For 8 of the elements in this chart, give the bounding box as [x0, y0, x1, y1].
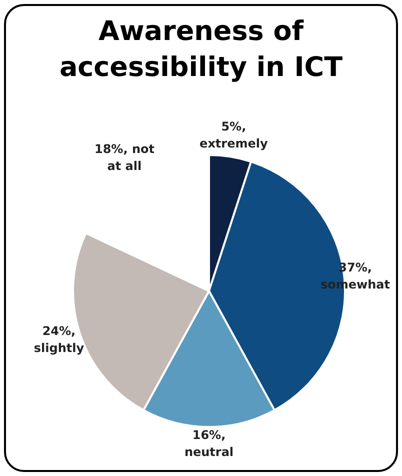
- chart-title: Awareness of accessibility in ICT: [58, 15, 344, 85]
- data-label: 16%,: [192, 428, 226, 442]
- slice-label: extremely: [200, 136, 268, 150]
- slice-label: 18%, not at all: [94, 142, 155, 173]
- data-label: 5%,: [221, 119, 246, 134]
- slice-label: slightly: [34, 340, 84, 355]
- slice-label: neutral: [184, 445, 234, 460]
- data-label: 24%,: [42, 324, 76, 338]
